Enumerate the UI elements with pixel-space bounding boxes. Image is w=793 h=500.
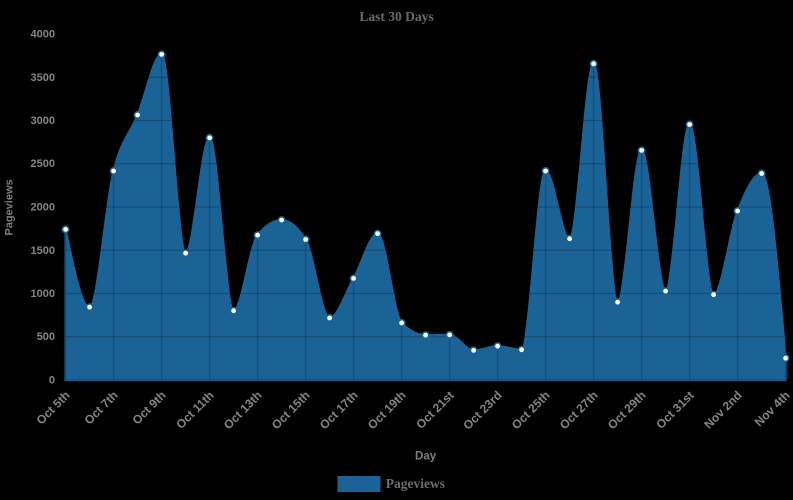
svg-text:3500: 3500	[31, 72, 55, 84]
svg-text:500: 500	[37, 331, 55, 343]
svg-text:2500: 2500	[31, 158, 55, 170]
svg-text:3000: 3000	[31, 115, 55, 127]
svg-text:Last 30 Days: Last 30 Days	[359, 9, 433, 24]
svg-text:Pageviews: Pageviews	[386, 476, 445, 491]
svg-text:4000: 4000	[31, 29, 55, 41]
svg-text:Day: Day	[415, 451, 437, 463]
svg-text:0: 0	[49, 375, 55, 387]
svg-text:1500: 1500	[31, 245, 55, 257]
svg-text:Pageviews: Pageviews	[4, 179, 16, 235]
svg-text:1000: 1000	[31, 288, 55, 300]
svg-text:2000: 2000	[31, 202, 55, 214]
